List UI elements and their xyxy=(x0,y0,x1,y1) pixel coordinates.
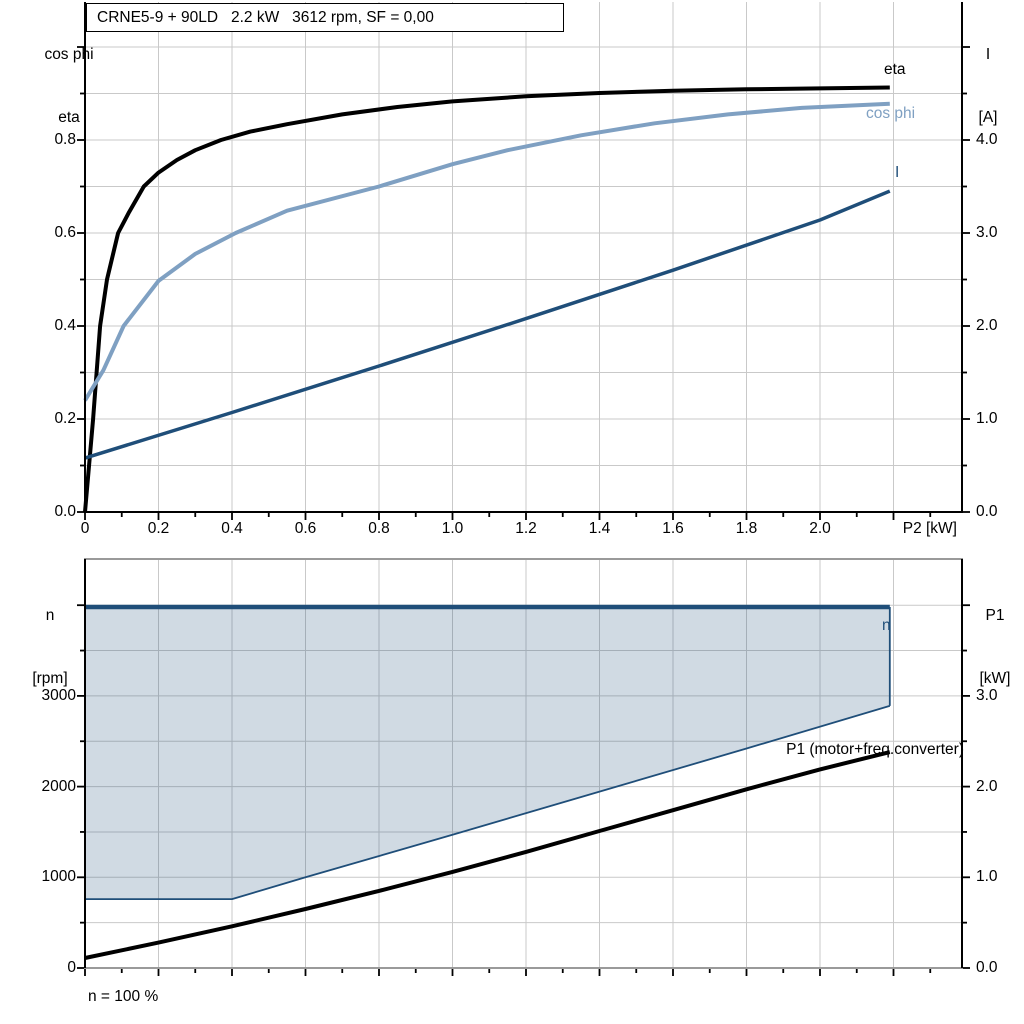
tick-label: 3.0 xyxy=(976,224,998,241)
tick-label: 0.4 xyxy=(221,520,243,537)
tick-label: 1.0 xyxy=(976,410,998,427)
tick-label: 0.2 xyxy=(54,410,76,427)
tick-label: 3.0 xyxy=(976,686,998,704)
tick-label: 1.6 xyxy=(662,520,684,537)
p1-axis-unit: P1 xyxy=(985,607,1005,624)
bottom-right-axis-title: P1 [kW] xyxy=(960,563,1024,710)
eta-axis-unit: eta xyxy=(58,109,80,126)
tick-label: 1.0 xyxy=(441,520,464,537)
tick-label: 0.0 xyxy=(976,503,998,520)
tick-label: 1.0 xyxy=(976,868,998,886)
current-axis-unit: I xyxy=(985,46,991,63)
curve-P1 (motor+freq.converter) xyxy=(84,750,891,960)
tick-label: P2 [kW] xyxy=(902,520,957,537)
tick-label: 2.0 xyxy=(809,520,831,537)
tick-label: 1.8 xyxy=(735,520,758,537)
curve-speed-range-lower-boundary xyxy=(85,705,891,900)
tick-label: 0.0 xyxy=(976,959,998,976)
bottom-left-axis-title: n [rpm] xyxy=(15,563,85,710)
tick-label: 4.0 xyxy=(976,131,998,148)
cos-phi-curve-label: cos phi xyxy=(866,105,916,122)
speed-control-range xyxy=(85,607,890,900)
tick-label: 1000 xyxy=(41,868,76,886)
current-curve-label: I xyxy=(895,164,900,181)
cos-phi-axis-unit: cos phi xyxy=(44,46,94,63)
curve-cos phi xyxy=(83,101,890,402)
tick-label: 1.4 xyxy=(588,520,611,537)
n-curve-label: n xyxy=(882,617,891,634)
top-right-axis-title: I [A] xyxy=(953,2,1023,149)
p1-curve-label: P1 (motor+freq.converter) xyxy=(786,741,964,758)
tick-label: 1.2 xyxy=(515,520,537,537)
speed-annotation: n = 100 % xyxy=(88,988,159,1005)
tick-label: 0.4 xyxy=(54,317,76,334)
tick-label: 0.8 xyxy=(368,520,390,537)
tick-label: 0.6 xyxy=(54,224,76,241)
tick-label: 0 xyxy=(80,520,90,537)
tick-label: 0.0 xyxy=(54,503,76,520)
tick-label: 0.2 xyxy=(147,520,170,537)
curve-I xyxy=(84,189,891,460)
top-left-axis-title: cos phi eta xyxy=(19,2,119,149)
tick-label: 3000 xyxy=(41,686,76,704)
tick-label: 0 xyxy=(67,959,76,976)
speed-axis-unit: n xyxy=(45,607,55,624)
ampere-axis-unit: [A] xyxy=(978,109,998,126)
tick-label: 2.0 xyxy=(976,317,998,334)
tick-label: 0.6 xyxy=(294,520,317,537)
curve-eta xyxy=(83,85,890,513)
eta-curve-label: eta xyxy=(884,61,906,78)
tick-label: 0.8 xyxy=(54,131,76,148)
tick-label: 2.0 xyxy=(976,777,998,795)
chart-title-box: CRNE5-9 + 90LD 2.2 kW 3612 rpm, SF = 0,0… xyxy=(86,3,564,32)
tick-label: 2000 xyxy=(41,777,76,795)
rpm-axis-unit: [rpm] xyxy=(32,670,68,687)
kw-axis-unit: [kW] xyxy=(979,670,1011,687)
